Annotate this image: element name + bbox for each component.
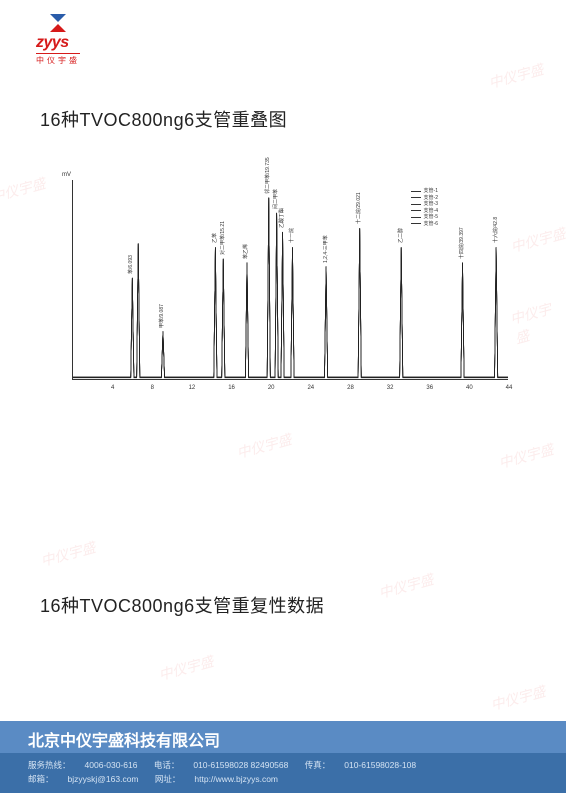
web-label: 网址： xyxy=(155,774,181,784)
peak-label: 间二甲苯 xyxy=(272,189,279,209)
peak-label: 对二甲苯/15.21 xyxy=(219,221,226,255)
x-tick-label: 16 xyxy=(228,385,235,391)
chart-plot-area: 支管-1支管-2支管-3支管-4支管-5支管-6 481216202428323… xyxy=(72,180,508,380)
legend-line-icon xyxy=(411,210,421,211)
x-tick-label: 28 xyxy=(347,385,354,391)
peak-label: 乙酸丁酯 xyxy=(278,208,285,228)
watermark-text: 中仪宇盛 xyxy=(376,569,435,603)
x-tick-label: 4 xyxy=(111,385,114,391)
footer-contact-line1: 服务热线： 4006-030-616 电话： 010-61598028 824905… xyxy=(28,759,566,773)
peak-label: 1,2,4-三甲苯 xyxy=(322,235,329,263)
watermark-text: 中仪宇盛 xyxy=(156,651,215,685)
email-label: 邮箱： xyxy=(28,774,54,784)
x-tick-label: 24 xyxy=(307,385,314,391)
email-value: bjzyyskj@163.com xyxy=(68,774,139,784)
x-tick-label: 8 xyxy=(151,385,154,391)
watermark-text: 中仪宇盛 xyxy=(508,296,566,349)
web-value: http://www.bjzyys.com xyxy=(194,774,278,784)
chromatogram-chart: mV 支管-1支管-2支管-3支管-4支管-5支管-6 481216202428… xyxy=(56,176,512,394)
peak-label: 乙苯 xyxy=(211,233,218,243)
footer-contact-line2: 邮箱： bjzyyskj@163.com 网址： http://www.bjzyys… xyxy=(28,773,566,787)
tel-value: 010-61598028 82490568 xyxy=(193,760,288,770)
x-tick-label: 44 xyxy=(506,385,513,391)
footer-company-name: 北京中仪宇盛科技有限公司 xyxy=(0,721,566,753)
company-logo: zyys 中仪宇盛 xyxy=(36,12,80,66)
chromatogram-traces xyxy=(73,180,508,379)
legend-line-icon xyxy=(411,197,421,198)
legend-line-icon xyxy=(411,191,421,192)
peak-label: 十一烷 xyxy=(288,228,295,243)
x-tick-label: 40 xyxy=(466,385,473,391)
logo-text: zyys xyxy=(36,35,80,51)
legend-item: 支管-6 xyxy=(411,221,438,228)
watermark-text: 中仪宇盛 xyxy=(488,681,547,715)
watermark-text: 中仪宇盛 xyxy=(486,59,545,93)
x-tick-label: 12 xyxy=(189,385,196,391)
logo-subtext: 中仪宇盛 xyxy=(36,53,80,66)
y-axis-unit: mV xyxy=(62,172,71,178)
legend-line-icon xyxy=(411,223,421,224)
watermark-text: 中仪宇盛 xyxy=(38,537,97,571)
hotline-value: 4006-030-616 xyxy=(85,760,138,770)
peak-label: 十四烷/39.397 xyxy=(458,227,465,259)
chart-legend: 支管-1支管-2支管-3支管-4支管-5支管-6 xyxy=(411,188,438,227)
legend-label: 支管-6 xyxy=(424,221,438,228)
x-tick-label: 36 xyxy=(426,385,433,391)
page-footer: 北京中仪宇盛科技有限公司 服务热线： 4006-030-616 电话： 010-61… xyxy=(0,721,566,793)
x-tick-label: 32 xyxy=(387,385,394,391)
peak-label: 十六烷/42.8 xyxy=(492,217,499,243)
x-tick-label: 20 xyxy=(268,385,275,391)
peak-label: 乙二醇 xyxy=(397,228,404,243)
peak-label: 苯乙烯 xyxy=(242,244,249,259)
peak-label: 苯/6.093 xyxy=(127,255,134,274)
fax-value: 010-61598028-108 xyxy=(344,760,416,770)
legend-line-icon xyxy=(411,217,421,218)
watermark-text: 中仪宇盛 xyxy=(508,223,566,257)
watermark-text: 中仪宇盛 xyxy=(496,439,555,473)
fax-label: 传真： xyxy=(305,760,331,770)
logo-mark-icon xyxy=(44,12,72,34)
peak-label: 十二烷/29.021 xyxy=(355,193,362,225)
legend-line-icon xyxy=(411,204,421,205)
peak-label: 邻二甲苯/19.735 xyxy=(264,157,271,194)
watermark-text: 中仪宇盛 xyxy=(0,173,48,207)
peak-label: 甲苯/9.087 xyxy=(158,304,165,328)
section-title-overlay-chart: 16种TVOC800ng6支管重叠图 xyxy=(40,106,287,132)
footer-contact: 服务热线： 4006-030-616 电话： 010-61598028 824905… xyxy=(0,753,566,793)
watermark-text: 中仪宇盛 xyxy=(234,429,293,463)
section-title-repeatability-data: 16种TVOC800ng6支管重复性数据 xyxy=(40,592,324,618)
hotline-label: 服务热线： xyxy=(28,760,71,770)
tel-label: 电话： xyxy=(154,760,180,770)
